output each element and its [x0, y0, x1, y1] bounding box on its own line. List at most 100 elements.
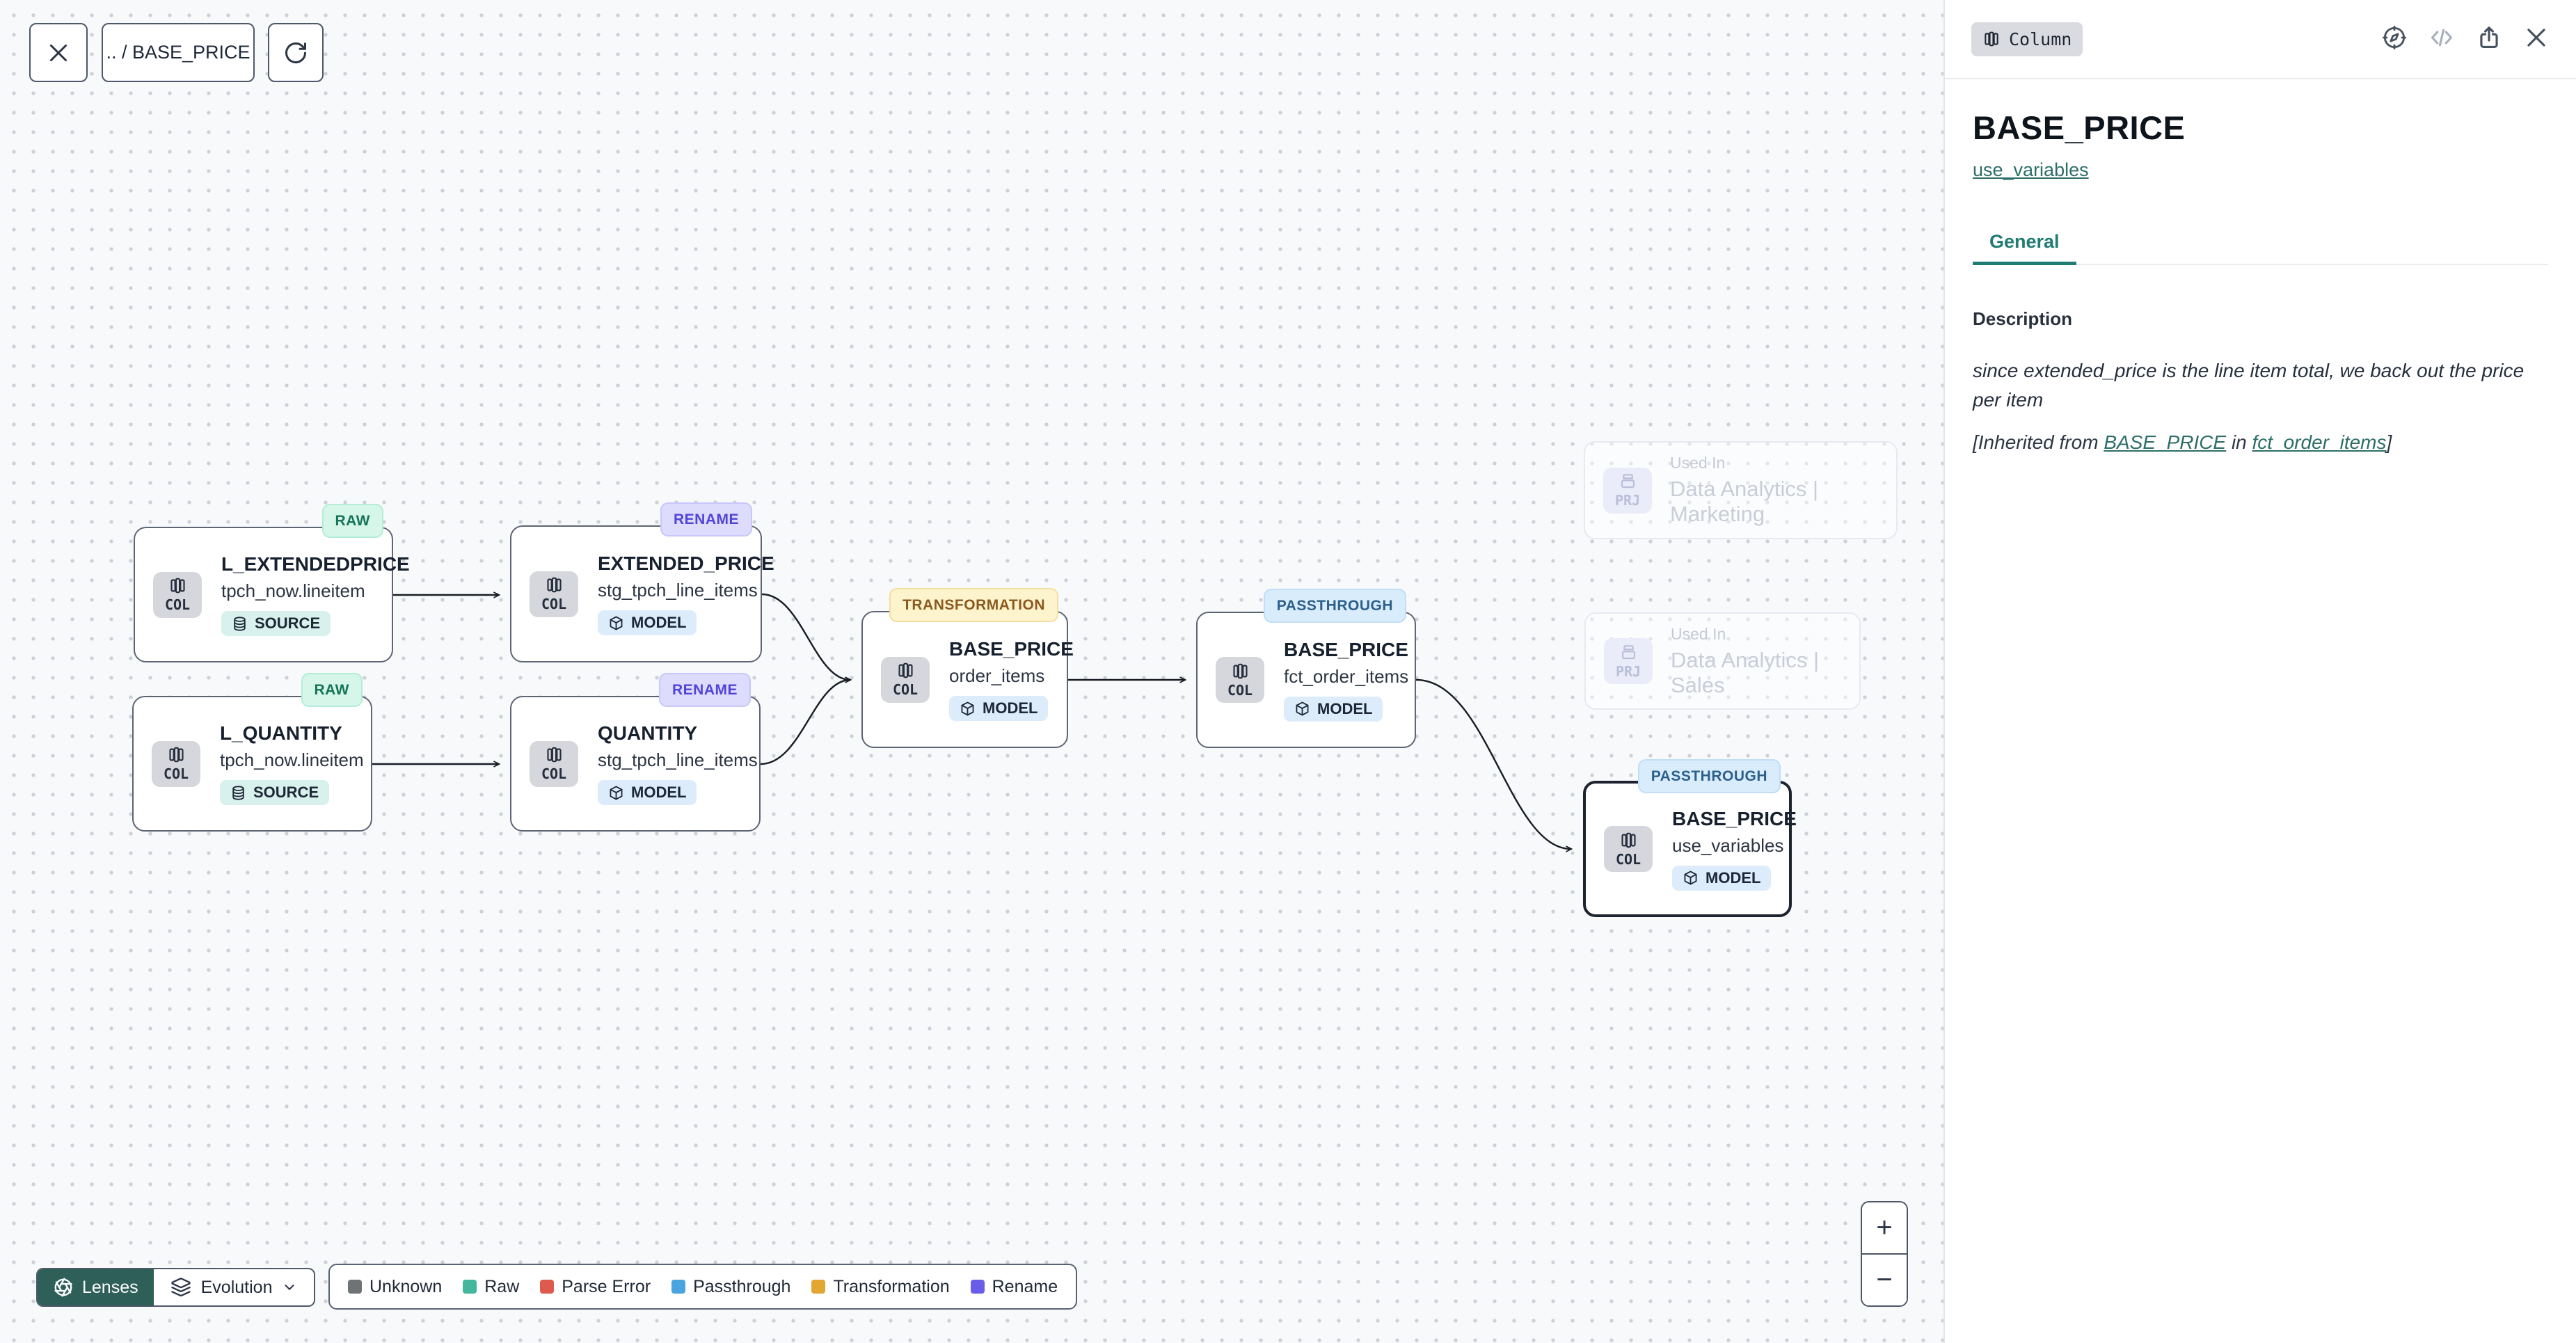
used-in-node-marketing[interactable]: PRJ Used In Data Analytics | Marketing: [1584, 441, 1898, 539]
node-title: BASE_PRICE: [1672, 807, 1797, 829]
legend-swatch: [463, 1280, 477, 1294]
database-icon: [230, 785, 246, 801]
model-chip: MODEL: [1284, 696, 1383, 722]
zoom-out-button[interactable]: −: [1862, 1255, 1907, 1305]
refresh-button[interactable]: [268, 23, 324, 82]
panel-title: BASE_PRICE: [1973, 109, 2186, 146]
project-tile: PRJ: [1604, 638, 1653, 684]
refresh-icon: [283, 40, 308, 65]
lineage-node-l-quantity[interactable]: RAW COL L_QUANTITY tpch_now.lineitem SOU…: [132, 673, 372, 832]
used-in-node-sales[interactable]: PRJ Used In Data Analytics | Sales: [1584, 612, 1861, 710]
legend-item-rename: Rename: [970, 1277, 1058, 1297]
column-type-tile: COL: [1216, 657, 1264, 703]
cube-icon: [960, 701, 976, 717]
node-title: BASE_PRICE: [1284, 638, 1408, 660]
close-icon: [46, 40, 71, 65]
lens-badge: PASSTHROUGH: [1637, 759, 1781, 793]
used-in-label: Used In: [1670, 454, 1726, 472]
node-subtitle: stg_tpch_line_items: [598, 580, 758, 601]
column-type-tile: COL: [1604, 826, 1653, 872]
node-subtitle: tpch_now.lineitem: [220, 749, 364, 770]
tab-general[interactable]: General: [1973, 231, 2076, 265]
lens-badge: RENAME: [658, 673, 751, 707]
cube-icon: [608, 615, 624, 631]
lineage-node-base-price-fct-order-items[interactable]: PASSTHROUGH COL BASE_PRICE fct_order_ite…: [1196, 589, 1416, 748]
lineage-node-extended-price[interactable]: RENAME COL EXTENDED_PRICE stg_tpch_line_…: [510, 502, 774, 662]
aperture-icon: [53, 1277, 74, 1298]
project-icon: [1619, 472, 1637, 491]
source-chip: SOURCE: [220, 780, 330, 805]
columns-icon: [1231, 662, 1250, 681]
chevron-down-icon: [282, 1280, 297, 1295]
share-button[interactable]: [2476, 24, 2502, 54]
lineage-node-base-price-order-items[interactable]: TRANSFORMATION COL BASE_PRICE order_item…: [861, 588, 1074, 748]
legend-swatch: [811, 1280, 826, 1294]
entity-type-badge: Column: [1971, 22, 2083, 56]
model-chip: MODEL: [949, 696, 1049, 721]
model-link[interactable]: use_variables: [1973, 159, 2089, 180]
cube-icon: [1294, 701, 1310, 717]
used-in-title: Data Analytics | Sales: [1671, 647, 1820, 697]
close-icon: [2523, 24, 2550, 51]
used-in-title: Data Analytics | Marketing: [1670, 477, 1819, 526]
details-panel: Column BASE_PRICE use_variables General …: [1943, 0, 2576, 1343]
node-subtitle: stg_tpch_line_items: [598, 749, 758, 770]
column-type-tile: COL: [881, 656, 930, 703]
panel-header: Column: [1945, 0, 2576, 79]
project-icon: [1619, 643, 1638, 662]
model-chip: MODEL: [1672, 865, 1772, 891]
lineage-node-l-extendedprice[interactable]: RAW COL L_EXTENDEDPRICE tpch_now.lineite…: [134, 504, 410, 662]
breadcrumb[interactable]: .. / BASE_PRICE: [102, 23, 255, 82]
lens-badge: RAW: [321, 504, 383, 538]
legend-item-passthrough: Passthrough: [671, 1277, 790, 1297]
columns-icon: [896, 661, 915, 680]
lineage-node-quantity[interactable]: RENAME COL QUANTITY stg_tpch_line_items …: [510, 673, 761, 832]
explore-button[interactable]: [2381, 24, 2408, 54]
view-code-button[interactable]: [2428, 24, 2455, 54]
lineage-canvas[interactable]: .. / BASE_PRICE RAW COL L_EXTENDEDPRICE …: [0, 0, 1943, 1343]
close-panel-button[interactable]: [2523, 24, 2550, 54]
description-heading: Description: [1973, 308, 2073, 329]
legend-item-raw: Raw: [463, 1277, 519, 1297]
node-title: L_QUANTITY: [220, 722, 342, 744]
legend-swatch: [540, 1280, 555, 1294]
lens-legend: Unknown Raw Parse Error Passthrough Tran…: [328, 1264, 1078, 1310]
node-title: EXTENDED_PRICE: [598, 553, 774, 574]
model-chip: MODEL: [598, 610, 697, 635]
lenses-control: Lenses Evolution: [36, 1268, 316, 1307]
database-icon: [232, 616, 248, 632]
lenses-button[interactable]: Lenses: [38, 1269, 154, 1305]
lens-selected-label: Evolution: [200, 1277, 273, 1297]
close-lineage-button[interactable]: [29, 23, 88, 82]
source-chip: SOURCE: [221, 611, 331, 636]
inherited-column-link[interactable]: BASE_PRICE: [2104, 431, 2227, 453]
breadcrumb-label: .. / BASE_PRICE: [106, 42, 251, 63]
column-type-tile: COL: [153, 571, 202, 618]
description-text: since extended_price is the line item to…: [1973, 360, 2525, 411]
legend-item-transformation: Transformation: [811, 1277, 950, 1297]
legend-swatch: [348, 1280, 362, 1294]
model-chip: MODEL: [598, 780, 697, 805]
description-inherited: [Inherited from BASE_PRICE in fct_order_…: [1973, 431, 2392, 453]
zoom-controls: + −: [1861, 1201, 1908, 1307]
cube-icon: [1683, 870, 1699, 886]
lens-select-dropdown[interactable]: Evolution: [153, 1269, 315, 1305]
node-subtitle: use_variables: [1672, 834, 1784, 856]
lineage-node-base-price-use-variables-selected[interactable]: PASSTHROUGH COL BASE_PRICE use_variables…: [1583, 759, 1797, 917]
node-subtitle: fct_order_items: [1284, 665, 1409, 687]
columns-icon: [1982, 30, 2001, 48]
inherited-model-link[interactable]: fct_order_items: [2252, 431, 2387, 453]
lens-badge: RAW: [301, 673, 363, 707]
zoom-in-button[interactable]: +: [1862, 1202, 1907, 1255]
column-type-tile: COL: [530, 571, 578, 617]
columns-icon: [167, 745, 186, 764]
cube-icon: [608, 785, 624, 801]
lenses-label: Lenses: [82, 1277, 138, 1297]
code-icon: [2428, 24, 2455, 51]
column-type-tile: COL: [152, 740, 200, 787]
columns-icon: [545, 575, 564, 594]
legend-item-parse-error: Parse Error: [540, 1277, 651, 1297]
columns-icon: [1619, 831, 1638, 850]
lens-badge: PASSTHROUGH: [1263, 589, 1406, 623]
node-subtitle: order_items: [949, 665, 1045, 686]
